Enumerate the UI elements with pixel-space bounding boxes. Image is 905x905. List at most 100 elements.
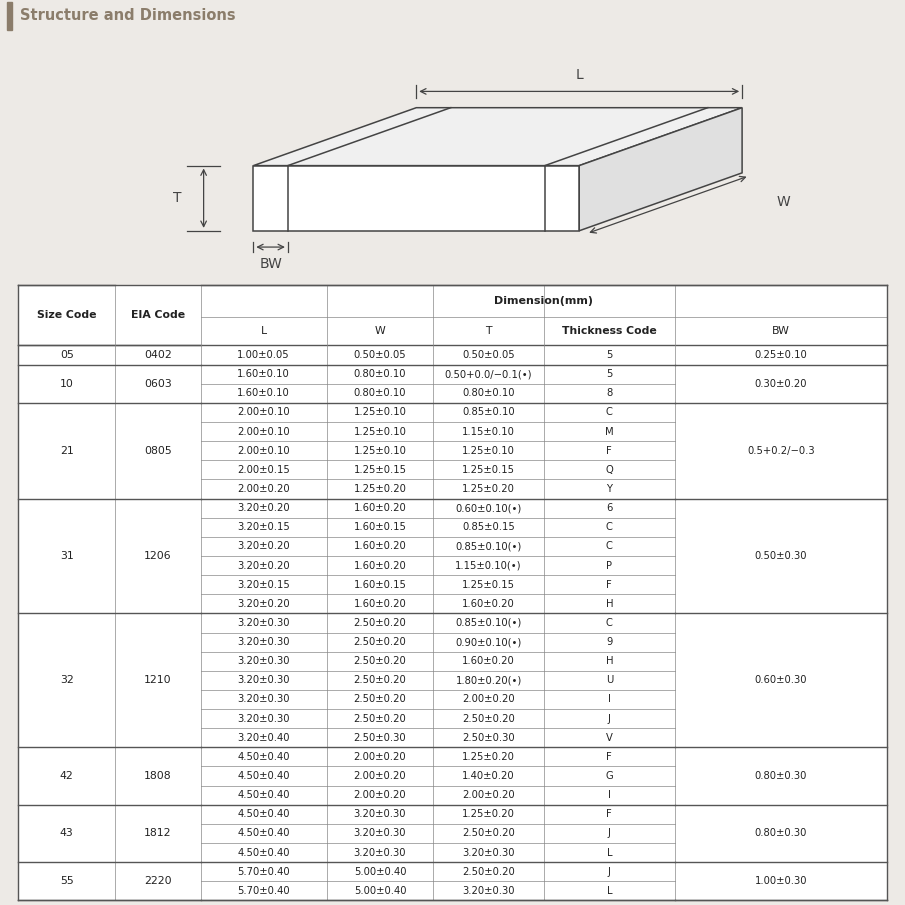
Text: 2.50±0.30: 2.50±0.30 [462, 733, 515, 743]
Text: Structure and Dimensions: Structure and Dimensions [20, 8, 235, 23]
Text: EIA Code: EIA Code [131, 310, 185, 320]
Text: H: H [605, 599, 613, 609]
Text: 1.00±0.05: 1.00±0.05 [237, 350, 290, 360]
Text: F: F [606, 579, 612, 590]
Text: 1.15±0.10: 1.15±0.10 [462, 426, 515, 436]
Text: 32: 32 [60, 675, 73, 685]
Text: 4.50±0.40: 4.50±0.40 [237, 790, 290, 800]
Text: 3.20±0.20: 3.20±0.20 [237, 560, 290, 570]
Text: 3.20±0.30: 3.20±0.30 [354, 809, 406, 819]
Text: F: F [606, 809, 612, 819]
Text: C: C [605, 407, 613, 417]
Text: 1.25±0.20: 1.25±0.20 [462, 484, 515, 494]
Text: 1.25±0.20: 1.25±0.20 [462, 809, 515, 819]
Text: 0.85±0.10(•): 0.85±0.10(•) [455, 541, 521, 551]
Text: 0805: 0805 [144, 445, 172, 455]
Text: 2.00±0.10: 2.00±0.10 [237, 407, 290, 417]
Text: 4.50±0.40: 4.50±0.40 [237, 809, 290, 819]
Text: 1.25±0.15: 1.25±0.15 [462, 579, 515, 590]
Text: J: J [608, 828, 611, 838]
Text: 0.50+0.0/−0.1(•): 0.50+0.0/−0.1(•) [444, 369, 532, 379]
Text: 1206: 1206 [144, 551, 172, 561]
Text: Size Code: Size Code [37, 310, 97, 320]
Text: BW: BW [772, 326, 790, 337]
Text: F: F [606, 752, 612, 762]
Polygon shape [253, 108, 742, 166]
Text: J: J [608, 867, 611, 877]
Text: 1.80±0.20(•): 1.80±0.20(•) [455, 675, 521, 685]
Text: 0.80±0.30: 0.80±0.30 [755, 828, 807, 838]
Text: 1.25±0.10: 1.25±0.10 [354, 445, 406, 455]
Text: 0.50±0.05: 0.50±0.05 [354, 350, 406, 360]
Text: 1.60±0.20: 1.60±0.20 [462, 599, 515, 609]
Text: 1.60±0.20: 1.60±0.20 [354, 599, 406, 609]
Text: J: J [608, 714, 611, 724]
Text: 5: 5 [606, 350, 613, 360]
Text: Q: Q [605, 465, 614, 475]
Text: 2.00±0.15: 2.00±0.15 [237, 465, 290, 475]
Text: 1.00±0.30: 1.00±0.30 [755, 876, 807, 886]
Text: 2.00±0.20: 2.00±0.20 [354, 752, 406, 762]
Text: 4.50±0.40: 4.50±0.40 [237, 771, 290, 781]
Text: T: T [485, 326, 491, 337]
Text: 2.00±0.20: 2.00±0.20 [354, 790, 406, 800]
Text: 0603: 0603 [144, 378, 172, 388]
Text: 5.00±0.40: 5.00±0.40 [354, 886, 406, 896]
Text: 2.50±0.30: 2.50±0.30 [354, 733, 406, 743]
Text: 3.20±0.30: 3.20±0.30 [237, 694, 290, 704]
Text: 2.50±0.20: 2.50±0.20 [354, 675, 406, 685]
Text: L: L [606, 848, 612, 858]
Text: I: I [608, 694, 611, 704]
Text: 1.25±0.20: 1.25±0.20 [354, 484, 406, 494]
Text: 3.20±0.30: 3.20±0.30 [354, 848, 406, 858]
Text: 0.60±0.10(•): 0.60±0.10(•) [455, 503, 521, 513]
Text: 1.60±0.20: 1.60±0.20 [354, 541, 406, 551]
Text: 5: 5 [606, 369, 613, 379]
Text: 3.20±0.40: 3.20±0.40 [237, 733, 290, 743]
Text: 0.90±0.10(•): 0.90±0.10(•) [455, 637, 521, 647]
Polygon shape [253, 166, 579, 231]
Text: C: C [605, 522, 613, 532]
Text: Thickness Code: Thickness Code [562, 326, 657, 337]
Text: 1.25±0.20: 1.25±0.20 [462, 752, 515, 762]
Text: G: G [605, 771, 614, 781]
Text: 3.20±0.15: 3.20±0.15 [237, 579, 290, 590]
Text: 1.15±0.10(•): 1.15±0.10(•) [455, 560, 522, 570]
Text: 0.60±0.30: 0.60±0.30 [755, 675, 807, 685]
Text: 8: 8 [606, 388, 613, 398]
Text: 0.80±0.10: 0.80±0.10 [354, 369, 406, 379]
Text: 4.50±0.40: 4.50±0.40 [237, 752, 290, 762]
Text: 31: 31 [60, 551, 73, 561]
Text: 1808: 1808 [144, 771, 172, 781]
Text: 3.20±0.30: 3.20±0.30 [462, 886, 515, 896]
Text: 9: 9 [606, 637, 613, 647]
Text: 0.80±0.10: 0.80±0.10 [462, 388, 515, 398]
Text: 3.20±0.30: 3.20±0.30 [462, 848, 515, 858]
Text: 2.50±0.20: 2.50±0.20 [462, 714, 515, 724]
Text: 2.00±0.20: 2.00±0.20 [237, 484, 290, 494]
Text: 3.20±0.20: 3.20±0.20 [237, 599, 290, 609]
Text: 5.70±0.40: 5.70±0.40 [237, 867, 290, 877]
Text: 05: 05 [60, 350, 73, 360]
Text: C: C [605, 618, 613, 628]
Text: 2.00±0.20: 2.00±0.20 [462, 790, 515, 800]
Text: 5.00±0.40: 5.00±0.40 [354, 867, 406, 877]
Text: T: T [173, 191, 181, 205]
Text: 2.50±0.20: 2.50±0.20 [462, 828, 515, 838]
Text: L: L [576, 69, 583, 82]
Text: 1.60±0.10: 1.60±0.10 [237, 369, 290, 379]
Text: L: L [606, 886, 612, 896]
Text: 2.50±0.20: 2.50±0.20 [354, 618, 406, 628]
Polygon shape [579, 108, 742, 231]
Text: 43: 43 [60, 828, 73, 838]
Text: 3.20±0.20: 3.20±0.20 [237, 541, 290, 551]
Text: 5.70±0.40: 5.70±0.40 [237, 886, 290, 896]
Text: 2.50±0.20: 2.50±0.20 [462, 867, 515, 877]
Text: M: M [605, 426, 614, 436]
Text: 2.50±0.20: 2.50±0.20 [354, 656, 406, 666]
Text: C: C [605, 541, 613, 551]
Text: 1.60±0.20: 1.60±0.20 [462, 656, 515, 666]
Text: 1210: 1210 [144, 675, 172, 685]
Text: H: H [605, 656, 613, 666]
Text: 3.20±0.30: 3.20±0.30 [237, 656, 290, 666]
